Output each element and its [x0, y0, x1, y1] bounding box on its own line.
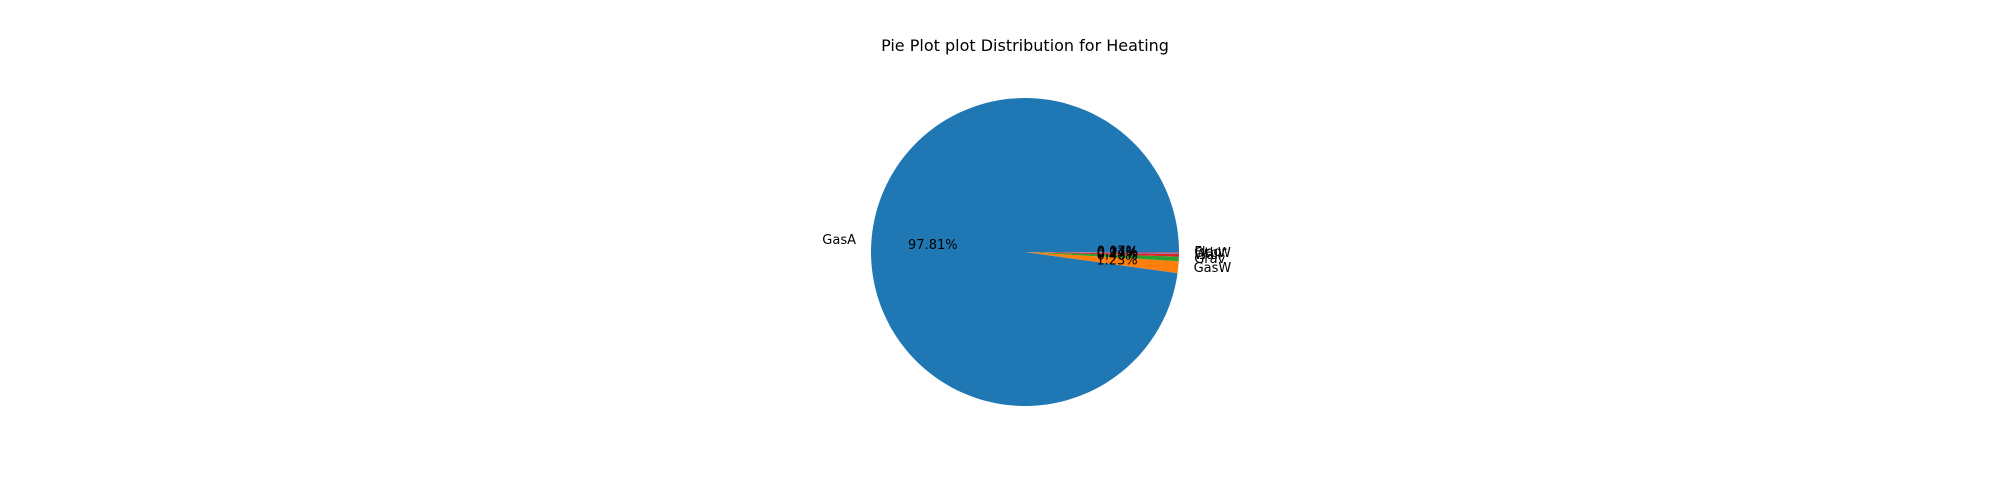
pie-value-label-gasa: 97.81%	[908, 238, 958, 253]
pie-slice-othw	[1025, 252, 1179, 255]
pie-slice-floor	[1025, 252, 1179, 253]
pie-label-wall: Wall	[1194, 248, 1221, 263]
pie-label-gasw: GasW	[1194, 261, 1232, 276]
pie-label-othw: OthW	[1194, 246, 1231, 261]
pie-value-label-grav: 0.48%	[1097, 249, 1138, 264]
pie-slice-gasa	[870, 97, 1179, 406]
pie-value-label-floor: 0.07%	[1097, 245, 1138, 260]
pie-slice-grav	[1025, 252, 1179, 262]
pie-value-label-othw: 0.14%	[1097, 245, 1138, 260]
pie-label-grav: Grav	[1194, 252, 1225, 267]
pie-value-label-gasw: 1.23%	[1096, 254, 1137, 269]
chart-title: Pie Plot plot Distribution for Heating	[881, 36, 1169, 55]
pie-slice-wall	[1025, 252, 1179, 257]
pie-labels: GasA 97.81% GasW 1.23% Grav 0.48% Wall 0.27% Oth…	[822, 233, 1231, 276]
pie-label-floor: Floor	[1194, 245, 1227, 260]
pie-slice-gasw	[1025, 252, 1179, 274]
pie-slices	[870, 97, 1179, 406]
pie-value-label-wall: 0.27%	[1097, 247, 1138, 262]
pie-label-gasa: GasA	[822, 233, 856, 248]
